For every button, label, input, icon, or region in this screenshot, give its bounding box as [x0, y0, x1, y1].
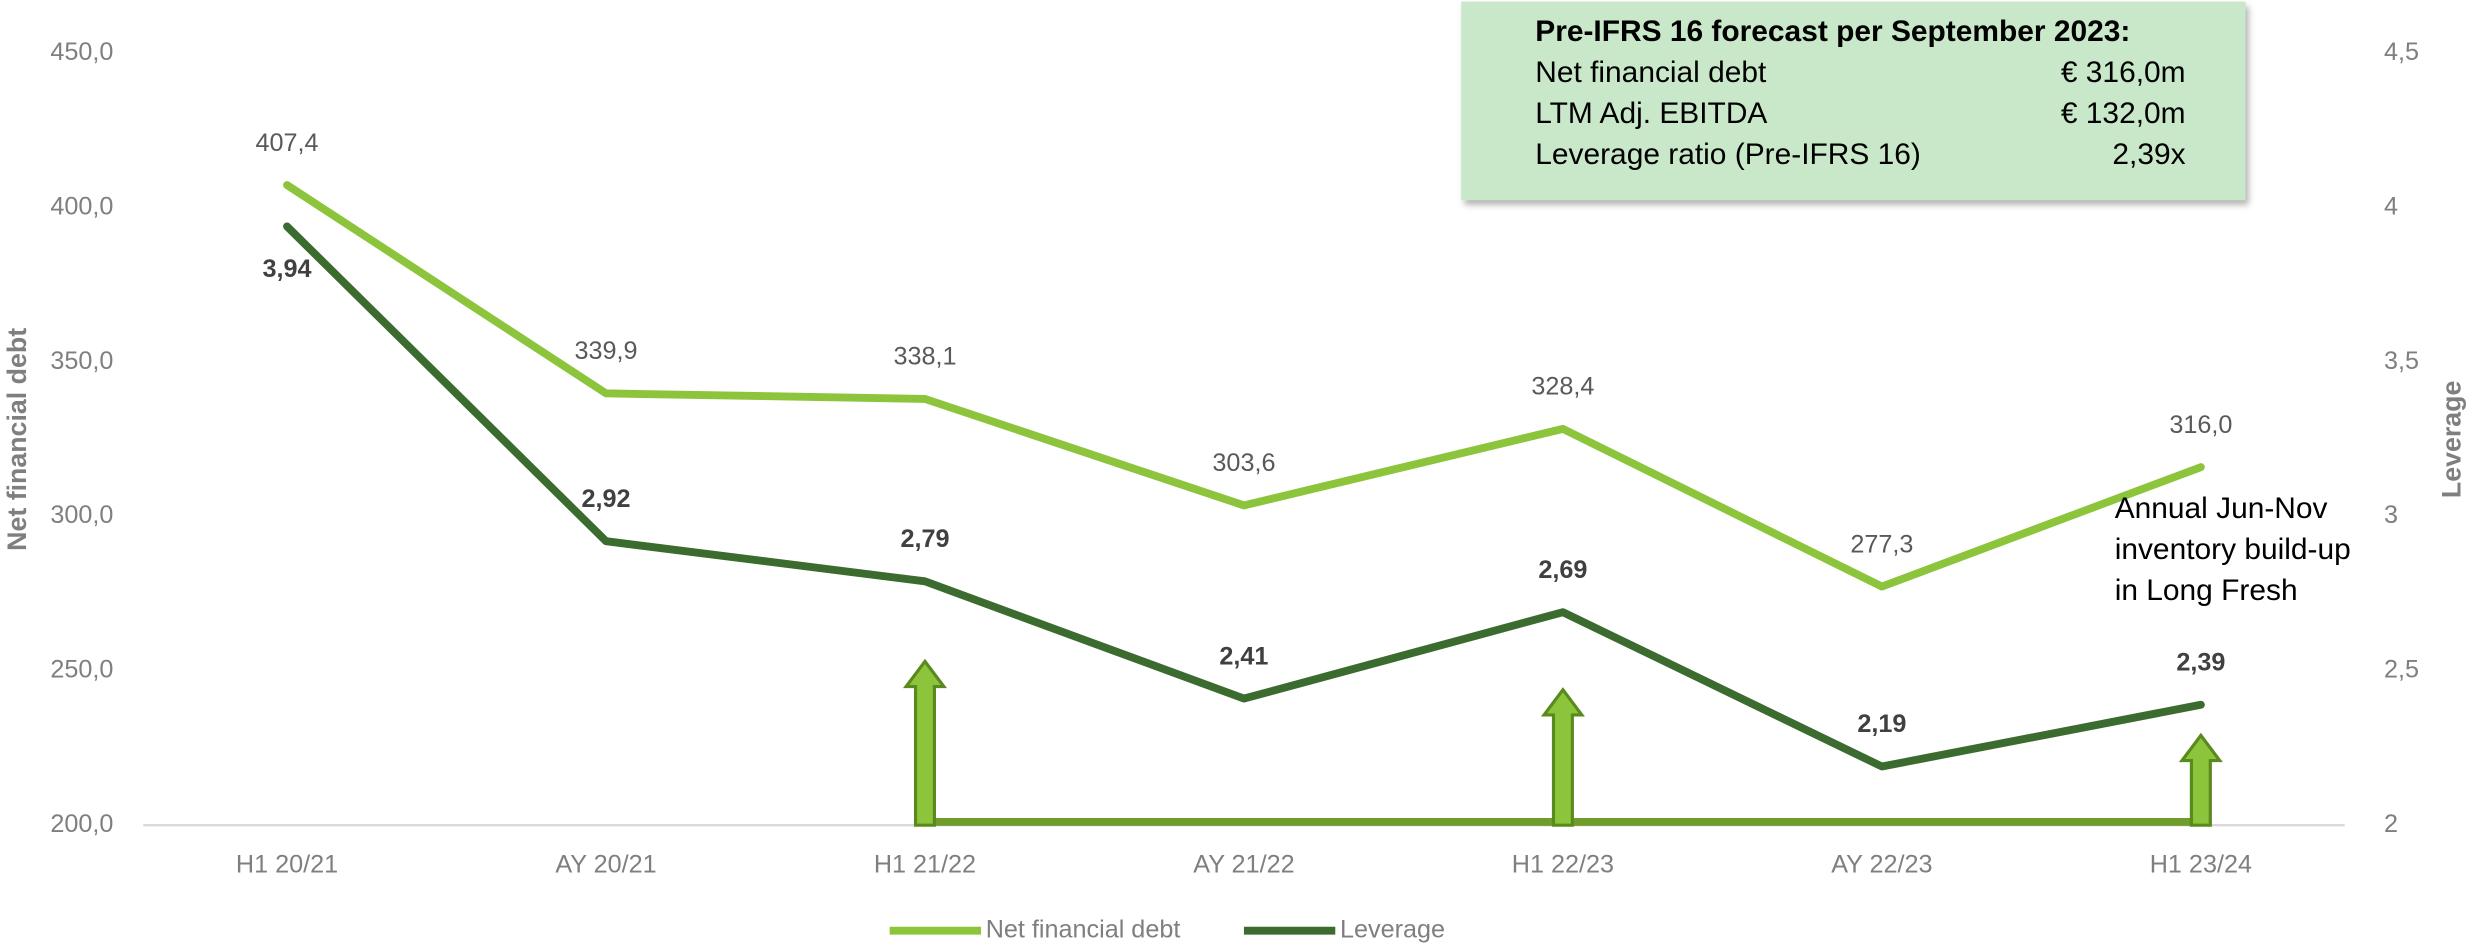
- y-tick-label: 250,0: [50, 655, 113, 683]
- y2-axis-title: Leverage: [2436, 381, 2466, 498]
- x-tick-label: H1 21/22: [874, 851, 976, 879]
- series-line: [283, 181, 2205, 591]
- info-box: [1461, 1, 2246, 201]
- y-tick-label: 350,0: [50, 347, 113, 375]
- data-label: 2,39: [2176, 648, 2225, 676]
- legend-label: Leverage: [1340, 915, 1445, 943]
- annotation: in Long Fresh: [2115, 574, 2298, 607]
- annotation: inventory build-up: [2115, 533, 2351, 566]
- x-tick-label: H1 20/21: [236, 851, 338, 879]
- info-row-label: Leverage ratio (Pre-IFRS 16): [1535, 138, 1921, 171]
- data-label: 3,94: [263, 255, 312, 283]
- data-label: 303,6: [1212, 449, 1275, 477]
- info-title: Pre-IFRS 16 forecast per September 2023:: [1535, 15, 2130, 48]
- y2-tick-label: 4: [2384, 193, 2398, 221]
- data-label: 328,4: [1531, 373, 1594, 401]
- data-label: 277,3: [1850, 530, 1913, 558]
- x-tick-label: AY 21/22: [1193, 851, 1294, 879]
- info-row-value: 2,39x: [2112, 138, 2185, 171]
- y-axis-title: Net financial debt: [2, 328, 32, 551]
- series-line: [283, 222, 2205, 771]
- legend-label: Net financial debt: [986, 915, 1181, 943]
- info-row-label: LTM Adj. EBITDA: [1535, 97, 1767, 130]
- y-tick-label: 200,0: [50, 810, 113, 838]
- data-label: 2,92: [581, 485, 630, 513]
- y2-tick-label: 3,5: [2384, 347, 2419, 375]
- y-tick-label: 300,0: [50, 501, 113, 529]
- x-tick-label: AY 20/21: [555, 851, 656, 879]
- build-up-arrow: [902, 658, 948, 827]
- y2-tick-label: 2: [2384, 810, 2398, 838]
- y2-tick-label: 4,5: [2384, 38, 2419, 66]
- info-row-value: € 316,0m: [2061, 56, 2186, 89]
- info-row-value: € 132,0m: [2061, 97, 2186, 130]
- y2-tick-label: 3: [2384, 501, 2398, 529]
- data-label: 2,69: [1538, 556, 1587, 584]
- y2-tick-label: 2,5: [2384, 655, 2419, 683]
- y-tick-label: 450,0: [50, 38, 113, 66]
- x-tick-label: H1 23/24: [2150, 851, 2252, 879]
- data-label: 316,0: [2169, 411, 2232, 439]
- data-label: 407,4: [256, 129, 319, 157]
- build-up-arrow: [1540, 687, 1585, 827]
- x-tick-label: AY 22/23: [1831, 851, 1932, 879]
- y-tick-label: 400,0: [50, 193, 113, 221]
- data-label: 2,41: [1219, 642, 1268, 670]
- data-label: 339,9: [574, 337, 637, 365]
- build-up-arrow: [2178, 732, 2223, 827]
- data-label: 2,19: [1857, 710, 1906, 738]
- info-row-label: Net financial debt: [1535, 56, 1767, 89]
- x-tick-label: H1 22/23: [1512, 851, 1614, 879]
- annotation: Annual Jun-Nov: [2115, 492, 2328, 525]
- data-label: 2,79: [900, 525, 949, 553]
- data-label: 338,1: [893, 343, 956, 371]
